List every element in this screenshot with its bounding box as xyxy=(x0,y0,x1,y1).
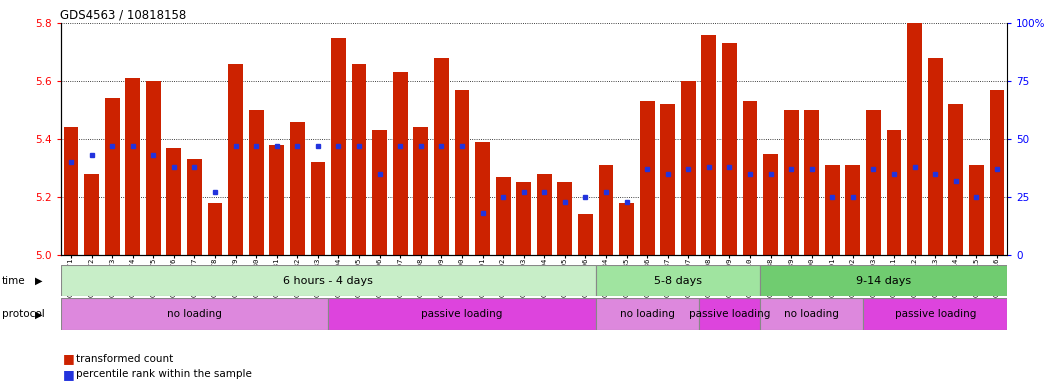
Bar xyxy=(804,110,819,255)
Text: passive loading: passive loading xyxy=(421,309,503,319)
Bar xyxy=(433,58,449,255)
Bar xyxy=(126,78,140,255)
Bar xyxy=(907,23,922,255)
Text: 9-14 days: 9-14 days xyxy=(856,275,911,286)
Bar xyxy=(701,35,716,255)
Bar xyxy=(681,81,695,255)
Bar xyxy=(887,130,901,255)
Bar xyxy=(596,265,760,296)
Text: passive loading: passive loading xyxy=(894,309,976,319)
Bar xyxy=(760,265,1007,296)
Bar xyxy=(331,38,346,255)
Bar xyxy=(373,130,387,255)
Bar xyxy=(640,101,654,255)
Text: GDS4563 / 10818158: GDS4563 / 10818158 xyxy=(60,9,186,22)
Bar xyxy=(722,43,737,255)
Text: passive loading: passive loading xyxy=(689,309,771,319)
Bar xyxy=(578,214,593,255)
Bar xyxy=(61,298,328,330)
Bar xyxy=(661,104,675,255)
Bar xyxy=(516,182,531,255)
Text: 5-8 days: 5-8 days xyxy=(654,275,701,286)
Text: ■: ■ xyxy=(63,353,74,366)
Bar xyxy=(311,162,326,255)
Bar xyxy=(760,298,863,330)
Bar xyxy=(495,177,511,255)
Bar xyxy=(989,90,1004,255)
Bar xyxy=(249,110,264,255)
Bar xyxy=(596,298,698,330)
Bar xyxy=(414,127,428,255)
Bar xyxy=(825,165,840,255)
Text: no loading: no loading xyxy=(784,309,840,319)
Bar xyxy=(61,265,596,296)
Bar xyxy=(146,81,161,255)
Text: ■: ■ xyxy=(63,368,74,381)
Bar xyxy=(619,203,634,255)
Bar xyxy=(187,159,202,255)
Text: percentile rank within the sample: percentile rank within the sample xyxy=(76,369,252,379)
Bar xyxy=(949,104,963,255)
Bar xyxy=(475,142,490,255)
Bar xyxy=(328,298,596,330)
Bar xyxy=(763,154,778,255)
Bar xyxy=(207,203,222,255)
Text: 6 hours - 4 days: 6 hours - 4 days xyxy=(284,275,373,286)
Bar xyxy=(454,90,469,255)
Bar xyxy=(846,165,861,255)
Bar xyxy=(269,145,284,255)
Bar xyxy=(742,101,757,255)
Bar xyxy=(968,165,984,255)
Bar xyxy=(290,122,305,255)
Bar xyxy=(84,174,99,255)
Bar xyxy=(352,64,366,255)
Bar xyxy=(105,98,119,255)
Bar xyxy=(393,72,407,255)
Text: ▶: ▶ xyxy=(35,275,42,286)
Bar xyxy=(866,110,881,255)
Bar xyxy=(537,174,552,255)
Text: ▶: ▶ xyxy=(35,309,42,319)
Bar xyxy=(698,298,760,330)
Bar xyxy=(557,182,573,255)
Text: transformed count: transformed count xyxy=(76,354,174,364)
Text: protocol: protocol xyxy=(2,309,45,319)
Bar xyxy=(599,165,614,255)
Text: time: time xyxy=(2,275,26,286)
Bar xyxy=(228,64,243,255)
Bar xyxy=(166,148,181,255)
Bar xyxy=(928,58,942,255)
Bar xyxy=(64,127,79,255)
Bar xyxy=(863,298,1007,330)
Text: no loading: no loading xyxy=(168,309,222,319)
Text: no loading: no loading xyxy=(620,309,674,319)
Bar xyxy=(784,110,799,255)
